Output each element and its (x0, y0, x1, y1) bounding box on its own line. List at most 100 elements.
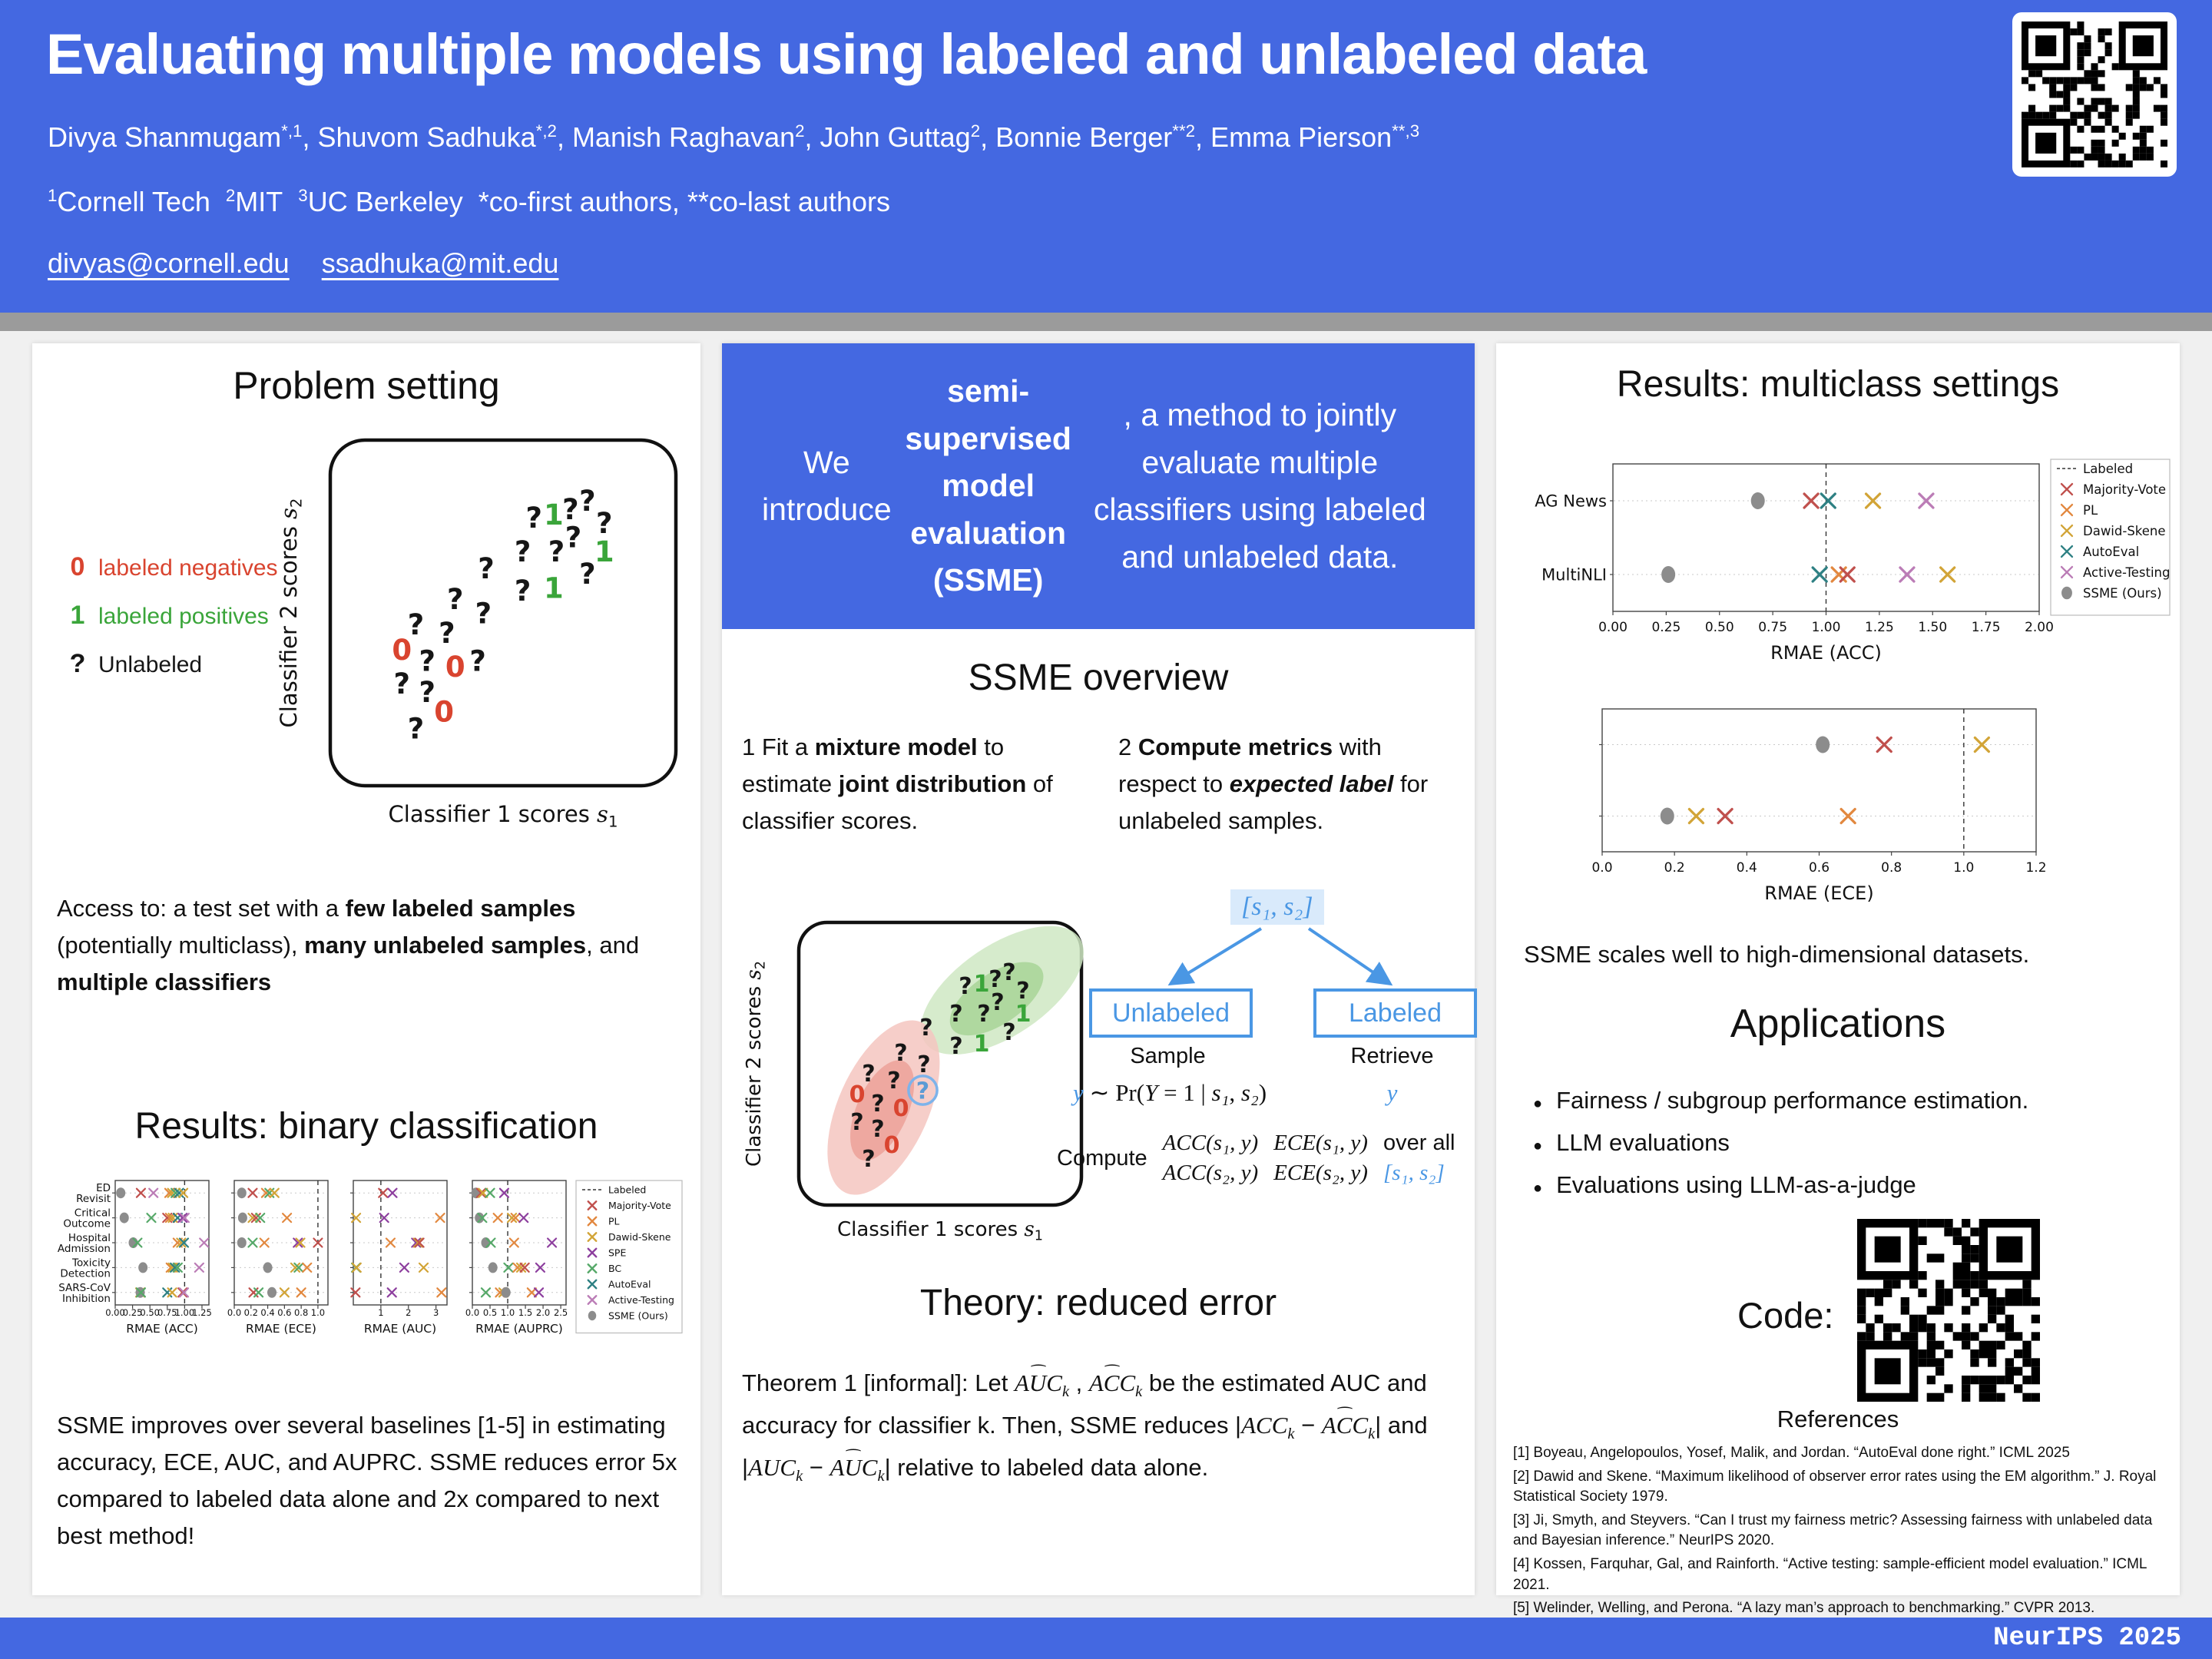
svg-text:PL: PL (608, 1216, 620, 1227)
svg-text:0.75: 0.75 (1758, 620, 1787, 635)
binary-results-chart: 0.000.250.500.751.001.25 RMAE (ACC) ED Revi… (58, 1180, 683, 1336)
authors-line: Divya Shanmugam*,1, Shuvom Sadhuka*,2, M… (48, 121, 1420, 153)
svg-text:0.75: 0.75 (157, 1307, 177, 1318)
svg-text:?: ? (887, 1068, 900, 1094)
svg-text:0.2: 0.2 (1664, 860, 1685, 876)
svg-text:?: ? (1016, 978, 1029, 1005)
svg-text:3: 3 (433, 1307, 439, 1318)
applications-list: ● Fairness / subgroup performance estimat… (1533, 1079, 2155, 1207)
arrow-to-labeled (1307, 927, 1393, 986)
svg-text:?: ? (579, 558, 595, 591)
svg-text:?: ? (439, 617, 455, 650)
svg-text:BC: BC (608, 1263, 621, 1274)
svg-text:1.50: 1.50 (1918, 620, 1947, 635)
svg-text:0.5: 0.5 (483, 1307, 497, 1318)
svg-text:Labeled: Labeled (2083, 462, 2133, 476)
compute-overall-column: over all [s₁, s₂] (1382, 1131, 1455, 1186)
svg-text:SSME (Ours): SSME (Ours) (608, 1310, 668, 1322)
svg-text:?: ? (408, 712, 424, 745)
svg-text:?: ? (991, 989, 1004, 1016)
scales-note: SSME scales well to high-dimensional dat… (1524, 941, 2030, 968)
compute-ece-column: ECE(s₁, y) ECE(s₂, y) (1273, 1131, 1368, 1186)
svg-text:0: 0 (434, 695, 454, 728)
arrow-to-unlabeled (1167, 927, 1263, 986)
application-item: ● Fairness / subgroup performance estimat… (1533, 1079, 2155, 1121)
references-list: [1] Boyeau, Angelopoulos, Yosef, Malik, … (1513, 1443, 2164, 1622)
svg-text:?: ? (478, 552, 494, 585)
compute-block: Compute ACC(s₁, y) ACC(s₂, y) ECE(s₁, y) E… (1057, 1128, 1455, 1188)
svg-text:1: 1 (544, 498, 564, 531)
header-divider (0, 313, 2212, 331)
scatter-legend-item: 0 labeled negatives (57, 552, 278, 582)
svg-text:?: ? (408, 608, 424, 641)
header-banner: Evaluating multiple models using labeled… (0, 0, 2212, 313)
svg-text:1: 1 (378, 1307, 383, 1318)
svg-text:?: ? (526, 502, 542, 535)
svg-text:1.2: 1.2 (2025, 860, 2046, 876)
conference-badge: NeurIPS 2025 (1993, 1624, 2181, 1653)
svg-text:Majority-Vote: Majority-Vote (608, 1200, 671, 1211)
svg-text:?: ? (596, 507, 612, 540)
svg-text:Majority-Vote: Majority-Vote (2083, 482, 2166, 497)
email-link-divyas[interactable]: divyas@cornell.edu (48, 247, 290, 279)
svg-text:1.0: 1.0 (311, 1307, 325, 1318)
multiclass-heading: Results: multiclass settings (1616, 364, 2060, 405)
bullet-icon: ● (1533, 1137, 1543, 1155)
svg-text:RMAE (ECE): RMAE (ECE) (246, 1322, 316, 1336)
svg-text:1.0: 1.0 (1953, 860, 1974, 876)
svg-text:1.75: 1.75 (1972, 620, 2001, 635)
application-item: ● LLM evaluations (1533, 1121, 2155, 1164)
svg-text:0.0: 0.0 (227, 1307, 241, 1318)
svg-text:0.6: 0.6 (1809, 860, 1830, 876)
svg-text:1: 1 (974, 1031, 990, 1058)
retrieve-caption: Retrieve (1350, 1044, 1434, 1068)
svg-text:0.4: 0.4 (260, 1307, 274, 1318)
svg-text:1.00: 1.00 (1812, 620, 1841, 635)
multiclass-acc-chart: 0.00 0.25 0.50 0.75 1.00 1.25 1.50 1.75 2.00 RMAE… (1535, 459, 2171, 664)
theorem-text: Theorem 1 [informal]: Let AUCk , ACCk be… (742, 1363, 1456, 1490)
svg-text:1: 1 (1015, 1001, 1031, 1028)
svg-text:RMAE (ACC): RMAE (ACC) (1770, 642, 1882, 664)
svg-text:1: 1 (974, 971, 990, 998)
svg-text:0.00: 0.00 (105, 1307, 125, 1318)
svg-text:Classifier 1 scores s1: Classifier 1 scores s1 (837, 1218, 1043, 1244)
svg-text:0.8: 0.8 (294, 1307, 308, 1318)
svg-text:?: ? (565, 522, 581, 555)
svg-text:?: ? (959, 973, 972, 1000)
svg-text:0.0: 0.0 (465, 1307, 479, 1318)
svg-text:?: ? (394, 667, 410, 700)
svg-text:SPE: SPE (608, 1247, 626, 1259)
svg-text:0.8: 0.8 (1881, 860, 1902, 876)
scatter-legend-item: ? Unlabeled (57, 649, 278, 679)
svg-text:0.6: 0.6 (277, 1307, 291, 1318)
labeled-box: Labeled (1313, 988, 1477, 1038)
svg-text:?: ? (862, 1061, 875, 1088)
svg-text:?: ? (475, 597, 492, 630)
svg-text:?: ? (919, 1015, 932, 1041)
svg-text:0.25: 0.25 (123, 1307, 143, 1318)
svg-text:1.00: 1.00 (175, 1307, 195, 1318)
qr-code-icon (2022, 22, 2167, 167)
svg-text:RMAE (ACC): RMAE (ACC) (126, 1322, 198, 1336)
theory-heading: Theory: reduced error (919, 1283, 1277, 1323)
score-vector-chip: [s₁, s₂] (1230, 889, 1324, 925)
reference-item: [5] Welinder, Welling, and Perona. “A la… (1513, 1600, 2095, 1617)
svg-text:1.0: 1.0 (501, 1307, 515, 1318)
reference-item: [3] Ji, Smyth, and Steyvers. “Can I trus… (1513, 1512, 2153, 1549)
svg-text:Dawid-Skene: Dawid-Skene (608, 1231, 671, 1243)
retrieve-value: y (1386, 1079, 1398, 1106)
references-heading: References (1777, 1406, 1899, 1432)
compute-label: Compute (1057, 1145, 1147, 1171)
unlabeled-box: Unlabeled (1089, 988, 1253, 1038)
svg-text:?: ? (469, 645, 485, 678)
applications-heading: Applications (1730, 1002, 1946, 1046)
svg-text:?: ? (871, 1091, 884, 1118)
email-link-ssadhuka[interactable]: ssadhuka@mit.edu (321, 247, 559, 279)
svg-text:AutoEval: AutoEval (2083, 545, 2139, 559)
svg-text:?: ? (949, 1001, 962, 1028)
